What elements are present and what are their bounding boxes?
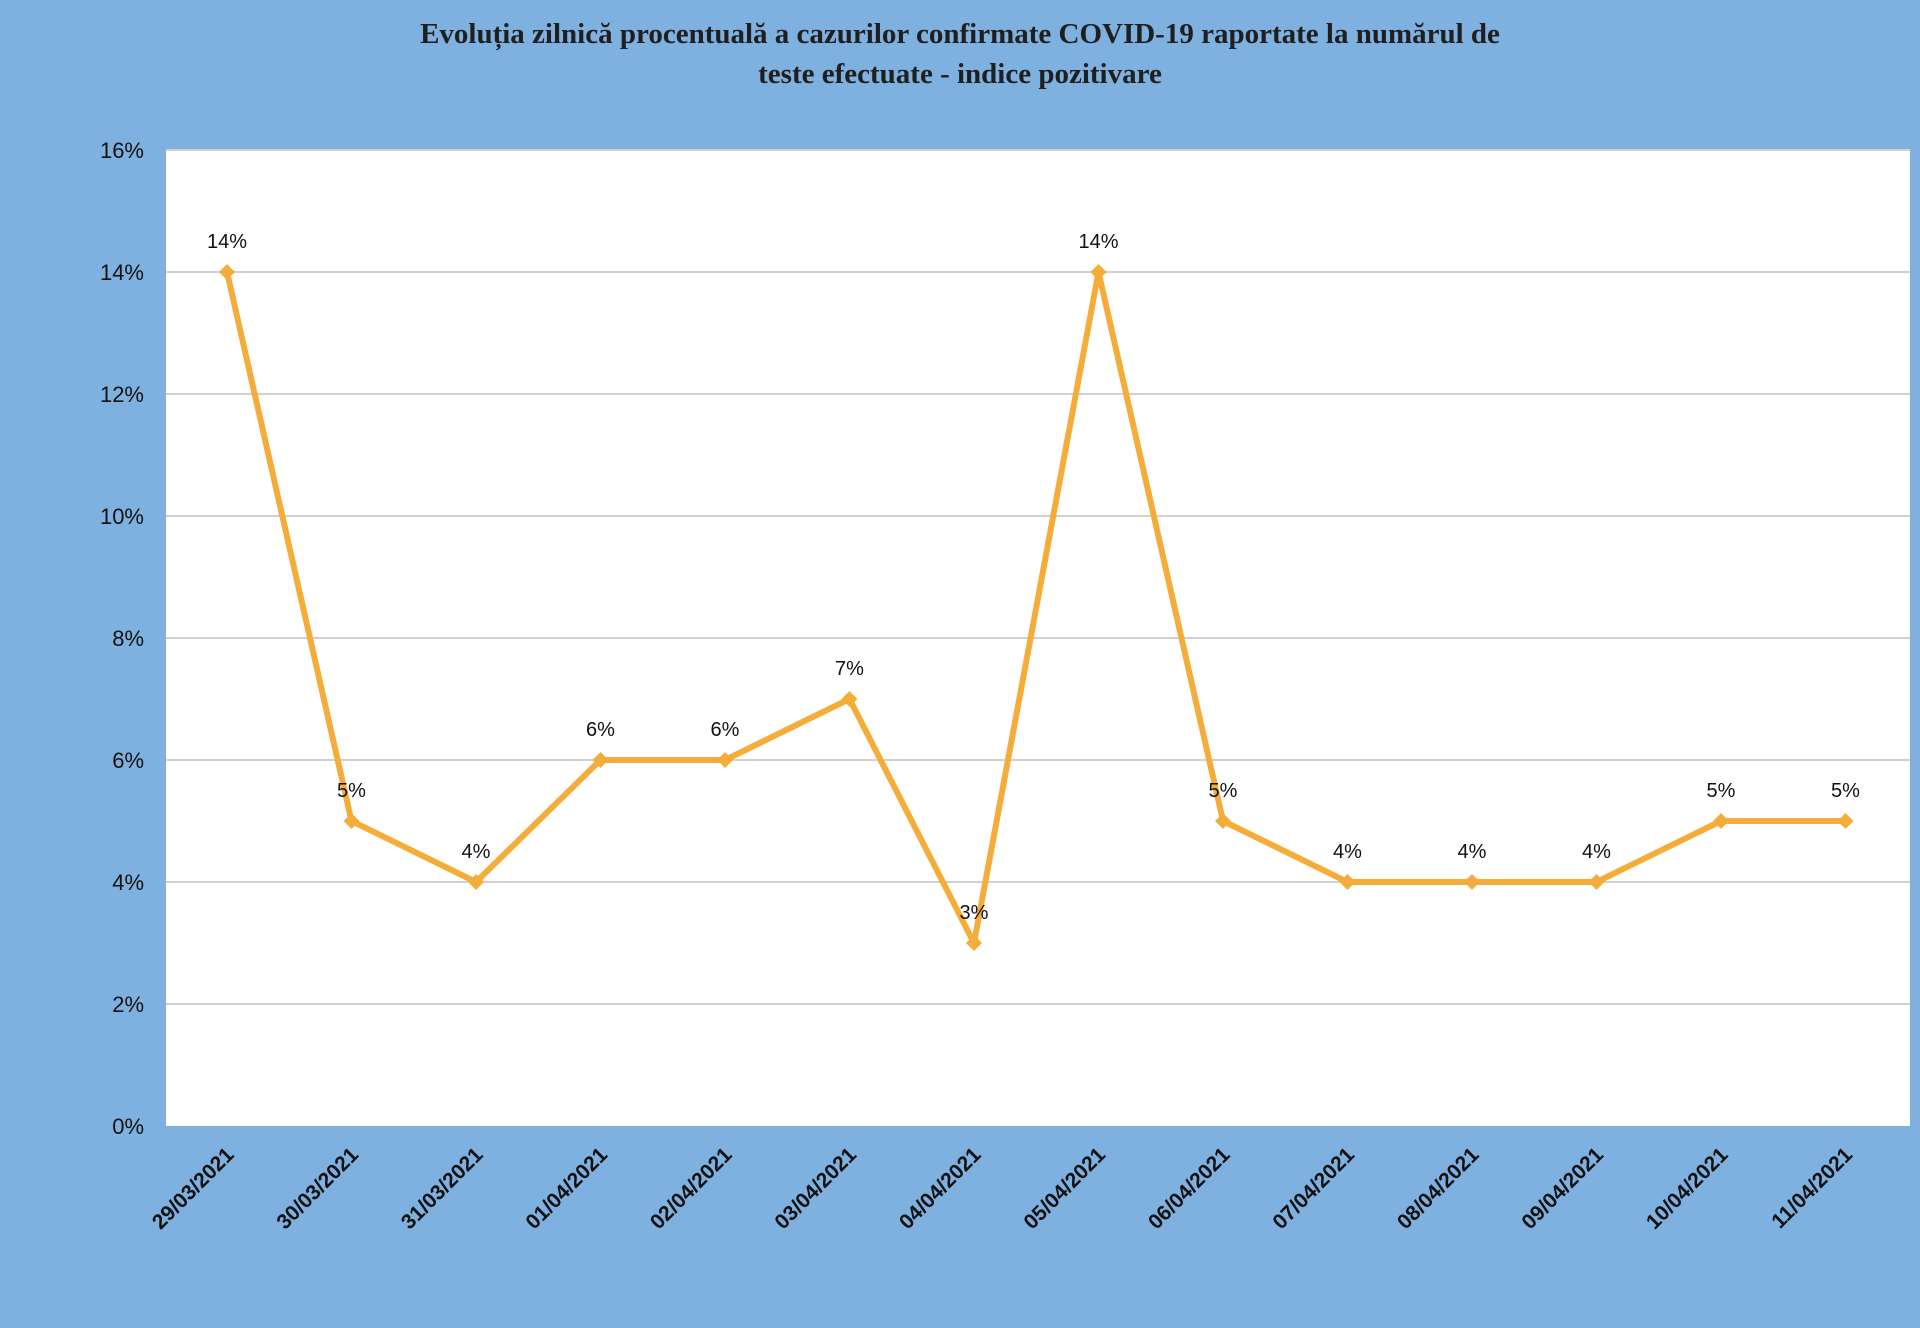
data-label: 6%: [711, 719, 740, 741]
data-label: 3%: [960, 902, 989, 924]
data-point-marker: [468, 874, 484, 890]
x-tick-label: 04/04/2021: [895, 1143, 986, 1234]
chart-title-line-2: teste efectuate - indice pozitivare: [758, 58, 1162, 90]
data-label: 7%: [835, 658, 864, 680]
y-tick-label: 14%: [100, 260, 144, 285]
data-label: 4%: [1333, 841, 1362, 863]
data-markers: [219, 264, 1854, 951]
series-line: [224, 269, 1849, 946]
data-label: 5%: [1831, 780, 1860, 802]
data-point-marker: [1090, 264, 1107, 280]
x-tick-label: 02/04/2021: [646, 1143, 737, 1234]
y-tick-label: 10%: [100, 504, 144, 529]
y-tick-label: 6%: [112, 748, 144, 773]
data-point-marker: [1215, 813, 1231, 829]
data-label: 4%: [1458, 841, 1487, 863]
x-tick-label: 09/04/2021: [1517, 1143, 1608, 1234]
x-tick-label: 30/03/2021: [272, 1143, 363, 1234]
x-axis-tick-labels: 29/03/2021 30/03/2021 31/03/2021 01/04/2021…: [148, 1143, 1857, 1234]
data-point-marker: [841, 691, 858, 707]
chart-title: Evoluția zilnică procentuală a cazurilor…: [0, 14, 1920, 94]
x-tick-label: 01/04/2021: [521, 1143, 612, 1234]
data-point-marker: [592, 752, 609, 768]
data-point-marker: [1339, 874, 1356, 890]
data-point-marker: [343, 813, 360, 829]
x-tick-label: 10/04/2021: [1642, 1143, 1733, 1234]
x-tick-label: 06/04/2021: [1144, 1143, 1235, 1234]
data-point-marker: [219, 264, 235, 280]
y-tick-label: 2%: [112, 992, 144, 1017]
data-point-marker: [1588, 874, 1605, 890]
data-label: 5%: [337, 780, 366, 802]
y-tick-label: 12%: [100, 382, 144, 407]
x-tick-label: 08/04/2021: [1393, 1143, 1484, 1234]
data-point-marker: [717, 752, 733, 768]
y-tick-label: 0%: [112, 1114, 144, 1139]
data-labels: 14% 5% 4% 6% 6% 7% 3% 14% 5% 4% 4% 4% 5% 5%: [207, 231, 1860, 924]
data-label: 14%: [1078, 231, 1118, 253]
data-label: 4%: [1582, 841, 1611, 863]
y-tick-label: 8%: [112, 626, 144, 651]
x-tick-label: 31/03/2021: [397, 1143, 488, 1234]
x-tick-label: 03/04/2021: [770, 1143, 861, 1234]
data-label: 6%: [586, 719, 615, 741]
y-axis-tick-labels: 0% 2% 4% 6% 8% 10% 12% 14% 16%: [100, 138, 144, 1139]
chart-title-line-1: Evoluția zilnică procentuală a cazurilor…: [420, 18, 1500, 50]
x-tick-label: 11/04/2021: [1767, 1143, 1857, 1233]
data-label: 14%: [207, 231, 247, 253]
x-tick-label: 05/04/2021: [1019, 1143, 1110, 1234]
data-label: 4%: [462, 841, 491, 863]
gridlines: [166, 149, 1910, 1005]
y-tick-label: 16%: [100, 138, 144, 163]
data-label: 5%: [1707, 780, 1736, 802]
data-point-marker: [1837, 813, 1854, 829]
data-point-marker: [966, 935, 982, 951]
data-point-marker: [1713, 813, 1729, 829]
data-point-marker: [1464, 874, 1480, 890]
x-tick-label: 07/04/2021: [1268, 1143, 1359, 1234]
y-tick-label: 4%: [112, 870, 144, 895]
x-tick-label: 29/03/2021: [148, 1143, 239, 1234]
data-label: 5%: [1209, 780, 1238, 802]
